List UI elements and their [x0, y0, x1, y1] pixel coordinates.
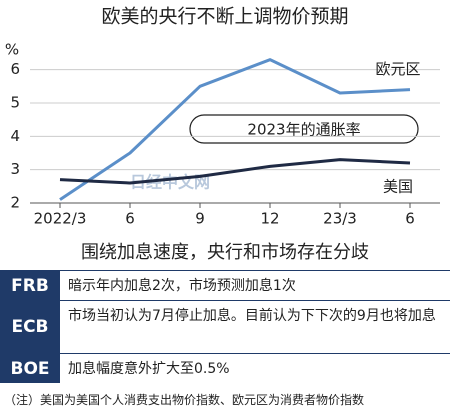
bank: BOE: [0, 354, 60, 383]
line: [59, 58, 411, 201]
x-tick-label: 2022/3: [34, 210, 87, 228]
series-label: 欧元区: [375, 60, 420, 78]
y-tick-label: 2: [10, 194, 20, 212]
y-tick-label: 5: [10, 94, 20, 112]
table-title: 围绕加息速度，央行和市场存在分歧: [81, 242, 369, 263]
x-tick-label: 6: [405, 210, 415, 228]
description: 加息幅度意外扩大至0.5%: [68, 361, 230, 377]
table: 围绕加息速度，央行和市场存在分歧 FRB 暗示年内加息2次，市场预测加息1次 EC…: [0, 236, 450, 408]
x-tick-label: 23/3: [323, 210, 357, 228]
bank: ECB: [0, 301, 60, 353]
line: [59, 158, 411, 185]
description: 市场当初认为7月停止加息。目前认为下下次的9月也将加息: [68, 308, 436, 324]
x-tick-label: 12: [260, 210, 279, 228]
y-unit: %: [5, 41, 19, 59]
y-tick-label: 3: [10, 160, 20, 178]
table-row: FRB 暗示年内加息2次，市场预测加息1次: [0, 270, 450, 300]
chart-title: 欧美的央行不断上调物价预期: [101, 6, 348, 28]
table-row: BOE 加息幅度意外扩大至0.5%: [0, 353, 450, 383]
x-tick-label: 6: [125, 210, 135, 228]
y-tick-label: 6: [10, 60, 20, 78]
note: （注）美国为美国个人消费支出物价指数、欧元区为消费者物价指数: [4, 393, 365, 407]
series-label: 美国: [383, 178, 413, 196]
y-tick-label: 4: [10, 127, 20, 145]
bank: FRB: [0, 271, 60, 300]
chart: 欧美的央行不断上调物价预期 % 2023年的通胀率 23456日经中文网2022…: [5, 6, 440, 228]
table-row: ECB 市场当初认为7月停止加息。目前认为下下次的9月也将加息: [0, 300, 450, 353]
annotation: 2023年的通胀率: [247, 121, 360, 139]
x-tick-label: 9: [195, 210, 205, 228]
description: 暗示年内加息2次，市场预测加息1次: [68, 278, 296, 294]
